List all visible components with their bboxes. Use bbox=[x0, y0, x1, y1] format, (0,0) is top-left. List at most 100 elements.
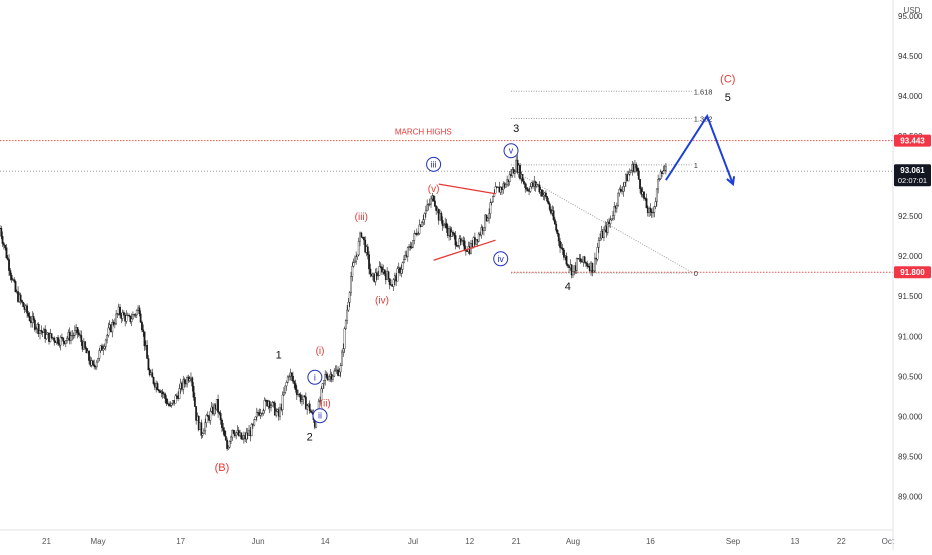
wave-label: (iii) bbox=[355, 212, 368, 223]
candle-body bbox=[169, 404, 172, 407]
candle-body bbox=[72, 334, 75, 336]
candle-body bbox=[295, 389, 298, 395]
candle-body bbox=[356, 254, 359, 257]
candle-body bbox=[301, 399, 303, 402]
candle-body bbox=[57, 337, 59, 344]
wave-label: (i) bbox=[316, 346, 325, 357]
candle-body bbox=[323, 380, 325, 384]
candle-body bbox=[299, 394, 302, 402]
countdown-label: 02:07:01 bbox=[898, 176, 927, 185]
y-tick-label: 90.000 bbox=[898, 412, 923, 421]
candle-body bbox=[457, 245, 460, 247]
x-tick-label: 16 bbox=[646, 537, 655, 546]
candle-body bbox=[259, 413, 262, 416]
candle-body bbox=[152, 377, 155, 384]
candle-body bbox=[223, 430, 226, 437]
candle-body bbox=[591, 262, 594, 273]
x-tick-label: Sep bbox=[726, 537, 741, 546]
candle-body bbox=[32, 316, 35, 321]
candle-body bbox=[200, 422, 203, 436]
candle-body bbox=[205, 415, 208, 423]
candle-body bbox=[217, 399, 219, 413]
candle-body bbox=[9, 270, 12, 276]
y-tick-label: 92.000 bbox=[898, 252, 923, 261]
candle-body bbox=[547, 200, 550, 205]
candle-body bbox=[378, 266, 381, 276]
candle-body bbox=[204, 422, 207, 432]
candle-body bbox=[195, 406, 198, 421]
candle-body bbox=[618, 189, 621, 194]
candle-body bbox=[654, 201, 657, 207]
candle-body bbox=[111, 322, 114, 333]
candle-body bbox=[286, 376, 289, 383]
candle-body bbox=[61, 337, 63, 339]
candle-body bbox=[387, 271, 390, 279]
candle-body bbox=[62, 337, 65, 342]
candle-body bbox=[310, 410, 312, 413]
candle-body bbox=[388, 278, 391, 285]
low-level-badge bbox=[894, 266, 931, 279]
forecast-arrowhead bbox=[726, 176, 736, 187]
march-highs-badge bbox=[894, 134, 931, 147]
candle-body bbox=[321, 383, 324, 390]
candle-body bbox=[302, 395, 305, 400]
candle-body bbox=[268, 401, 271, 409]
candle-body bbox=[375, 272, 378, 277]
candle-body bbox=[288, 376, 290, 378]
candle-body bbox=[627, 174, 630, 182]
candle-body bbox=[521, 174, 524, 182]
candle-body bbox=[488, 213, 490, 219]
candle-body bbox=[475, 239, 478, 245]
candle-body bbox=[403, 259, 405, 263]
candle-body bbox=[524, 183, 527, 188]
candle-body bbox=[612, 215, 614, 219]
candle-body bbox=[240, 432, 243, 440]
wave-label: 4 bbox=[565, 281, 571, 293]
candle-body bbox=[64, 340, 67, 344]
candle-body bbox=[1, 236, 4, 244]
candle-body bbox=[332, 375, 334, 380]
x-tick-label: Jun bbox=[252, 537, 265, 546]
candle-body bbox=[0, 228, 3, 237]
candle-body bbox=[538, 184, 541, 193]
candle-body bbox=[526, 188, 529, 191]
candle-body bbox=[201, 433, 204, 436]
candle-body bbox=[519, 165, 521, 179]
candle-body bbox=[435, 205, 438, 211]
candle-body bbox=[334, 370, 337, 372]
candlestick-series bbox=[0, 154, 667, 451]
candle-body bbox=[13, 279, 16, 282]
candle-body bbox=[430, 198, 432, 205]
y-tick-label: 90.500 bbox=[898, 372, 923, 381]
candle-body bbox=[270, 405, 272, 409]
candle-body bbox=[138, 307, 141, 315]
candle-body bbox=[284, 385, 287, 393]
candle-body bbox=[512, 169, 515, 174]
candle-body bbox=[157, 389, 160, 391]
candle-body bbox=[128, 314, 130, 317]
candle-body bbox=[116, 313, 119, 315]
wave-label-circle bbox=[493, 251, 509, 267]
candle-body bbox=[657, 179, 660, 190]
candle-body bbox=[191, 377, 194, 387]
candle-body bbox=[570, 264, 573, 276]
candle-body bbox=[655, 188, 658, 202]
candle-body bbox=[485, 214, 488, 221]
candle-body bbox=[542, 194, 545, 197]
candle-body bbox=[66, 338, 69, 341]
candle-body bbox=[45, 334, 48, 339]
candle-body bbox=[33, 319, 36, 330]
candle-body bbox=[566, 264, 569, 267]
candle-body bbox=[35, 328, 38, 330]
candle-body bbox=[147, 358, 150, 371]
candle-body bbox=[253, 419, 256, 426]
candle-body bbox=[594, 257, 596, 272]
candle-body bbox=[613, 206, 616, 216]
candle-body bbox=[319, 400, 321, 402]
candle-body bbox=[445, 222, 448, 229]
candle-body bbox=[22, 301, 25, 307]
candle-body bbox=[652, 212, 654, 214]
